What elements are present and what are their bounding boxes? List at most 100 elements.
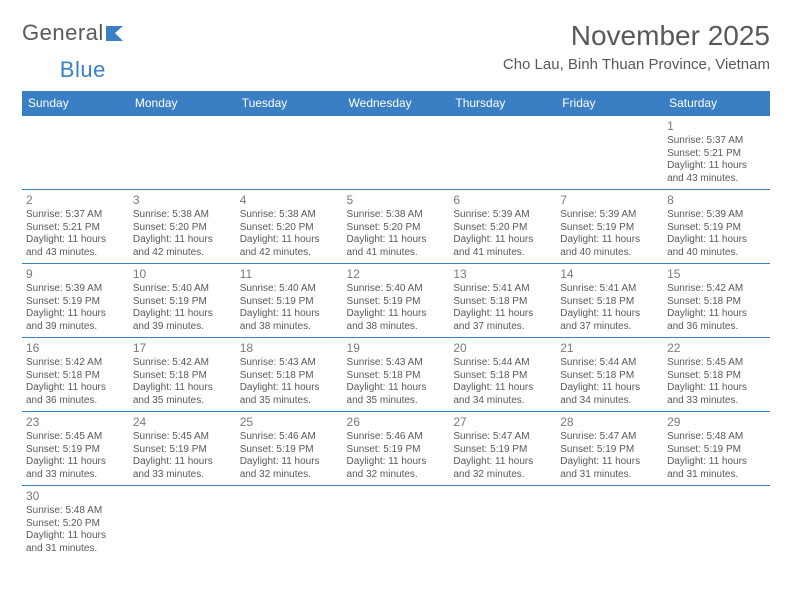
calendar-day-cell: 27Sunrise: 5:47 AMSunset: 5:19 PMDayligh… <box>449 412 556 486</box>
calendar-row: 9Sunrise: 5:39 AMSunset: 5:19 PMDaylight… <box>22 264 770 338</box>
sunset-line: Sunset: 5:18 PM <box>240 370 339 383</box>
calendar-empty-cell <box>129 116 236 190</box>
day-number: 2 <box>26 193 125 208</box>
sunrise-line: Sunrise: 5:46 AM <box>347 431 446 444</box>
daylight-line: Daylight: 11 hours and 40 minutes. <box>667 234 766 259</box>
sunrise-line: Sunrise: 5:44 AM <box>453 357 552 370</box>
sunset-line: Sunset: 5:19 PM <box>240 444 339 457</box>
calendar-empty-cell <box>129 486 236 560</box>
daylight-line: Daylight: 11 hours and 41 minutes. <box>453 234 552 259</box>
calendar-day-cell: 5Sunrise: 5:38 AMSunset: 5:20 PMDaylight… <box>343 190 450 264</box>
daylight-line: Daylight: 11 hours and 40 minutes. <box>560 234 659 259</box>
calendar-body: 1Sunrise: 5:37 AMSunset: 5:21 PMDaylight… <box>22 116 770 560</box>
calendar-empty-cell <box>22 116 129 190</box>
calendar-day-cell: 22Sunrise: 5:45 AMSunset: 5:18 PMDayligh… <box>663 338 770 412</box>
daylight-line: Daylight: 11 hours and 43 minutes. <box>667 160 766 185</box>
day-number: 30 <box>26 489 125 504</box>
day-number: 18 <box>240 341 339 356</box>
sunrise-line: Sunrise: 5:47 AM <box>560 431 659 444</box>
calendar-day-cell: 29Sunrise: 5:48 AMSunset: 5:19 PMDayligh… <box>663 412 770 486</box>
daylight-line: Daylight: 11 hours and 34 minutes. <box>453 382 552 407</box>
calendar-day-cell: 4Sunrise: 5:38 AMSunset: 5:20 PMDaylight… <box>236 190 343 264</box>
daylight-line: Daylight: 11 hours and 35 minutes. <box>133 382 232 407</box>
day-number: 16 <box>26 341 125 356</box>
daylight-line: Daylight: 11 hours and 43 minutes. <box>26 234 125 259</box>
day-number: 5 <box>347 193 446 208</box>
sunset-line: Sunset: 5:19 PM <box>240 296 339 309</box>
sunset-line: Sunset: 5:18 PM <box>667 296 766 309</box>
daylight-line: Daylight: 11 hours and 38 minutes. <box>240 308 339 333</box>
sunrise-line: Sunrise: 5:37 AM <box>26 209 125 222</box>
daylight-line: Daylight: 11 hours and 31 minutes. <box>560 456 659 481</box>
day-number: 8 <box>667 193 766 208</box>
sunrise-line: Sunrise: 5:40 AM <box>133 283 232 296</box>
calendar-table: SundayMondayTuesdayWednesdayThursdayFrid… <box>22 91 770 560</box>
flag-icon <box>105 24 131 42</box>
sunrise-line: Sunrise: 5:39 AM <box>26 283 125 296</box>
calendar-day-cell: 10Sunrise: 5:40 AMSunset: 5:19 PMDayligh… <box>129 264 236 338</box>
calendar-row: 2Sunrise: 5:37 AMSunset: 5:21 PMDaylight… <box>22 190 770 264</box>
calendar-day-cell: 14Sunrise: 5:41 AMSunset: 5:18 PMDayligh… <box>556 264 663 338</box>
sunset-line: Sunset: 5:18 PM <box>453 296 552 309</box>
day-number: 1 <box>667 119 766 134</box>
day-number: 12 <box>347 267 446 282</box>
weekday-header: Friday <box>556 91 663 116</box>
sunset-line: Sunset: 5:18 PM <box>347 370 446 383</box>
daylight-line: Daylight: 11 hours and 31 minutes. <box>667 456 766 481</box>
sunset-line: Sunset: 5:18 PM <box>133 370 232 383</box>
sunset-line: Sunset: 5:20 PM <box>453 222 552 235</box>
sunrise-line: Sunrise: 5:43 AM <box>240 357 339 370</box>
daylight-line: Daylight: 11 hours and 42 minutes. <box>240 234 339 259</box>
sunset-line: Sunset: 5:19 PM <box>133 296 232 309</box>
calendar-day-cell: 25Sunrise: 5:46 AMSunset: 5:19 PMDayligh… <box>236 412 343 486</box>
calendar-empty-cell <box>236 116 343 190</box>
daylight-line: Daylight: 11 hours and 36 minutes. <box>667 308 766 333</box>
sunset-line: Sunset: 5:18 PM <box>667 370 766 383</box>
daylight-line: Daylight: 11 hours and 32 minutes. <box>347 456 446 481</box>
calendar-empty-cell <box>663 486 770 560</box>
daylight-line: Daylight: 11 hours and 33 minutes. <box>133 456 232 481</box>
day-number: 21 <box>560 341 659 356</box>
daylight-line: Daylight: 11 hours and 37 minutes. <box>560 308 659 333</box>
brand-part1: General <box>22 20 104 46</box>
sunrise-line: Sunrise: 5:46 AM <box>240 431 339 444</box>
sunrise-line: Sunrise: 5:45 AM <box>667 357 766 370</box>
calendar-day-cell: 30Sunrise: 5:48 AMSunset: 5:20 PMDayligh… <box>22 486 129 560</box>
daylight-line: Daylight: 11 hours and 31 minutes. <box>26 530 125 555</box>
day-number: 23 <box>26 415 125 430</box>
calendar-day-cell: 13Sunrise: 5:41 AMSunset: 5:18 PMDayligh… <box>449 264 556 338</box>
daylight-line: Daylight: 11 hours and 36 minutes. <box>26 382 125 407</box>
calendar-row: 23Sunrise: 5:45 AMSunset: 5:19 PMDayligh… <box>22 412 770 486</box>
calendar-day-cell: 17Sunrise: 5:42 AMSunset: 5:18 PMDayligh… <box>129 338 236 412</box>
sunrise-line: Sunrise: 5:43 AM <box>347 357 446 370</box>
day-number: 10 <box>133 267 232 282</box>
calendar-empty-cell <box>236 486 343 560</box>
calendar-row: 30Sunrise: 5:48 AMSunset: 5:20 PMDayligh… <box>22 486 770 560</box>
sunrise-line: Sunrise: 5:42 AM <box>26 357 125 370</box>
calendar-day-cell: 2Sunrise: 5:37 AMSunset: 5:21 PMDaylight… <box>22 190 129 264</box>
sunset-line: Sunset: 5:20 PM <box>26 518 125 531</box>
day-number: 4 <box>240 193 339 208</box>
calendar-empty-cell <box>343 116 450 190</box>
page-title: November 2025 <box>503 20 770 52</box>
weekday-header: Sunday <box>22 91 129 116</box>
sunrise-line: Sunrise: 5:48 AM <box>26 505 125 518</box>
calendar-day-cell: 18Sunrise: 5:43 AMSunset: 5:18 PMDayligh… <box>236 338 343 412</box>
calendar-day-cell: 20Sunrise: 5:44 AMSunset: 5:18 PMDayligh… <box>449 338 556 412</box>
calendar-day-cell: 12Sunrise: 5:40 AMSunset: 5:19 PMDayligh… <box>343 264 450 338</box>
daylight-line: Daylight: 11 hours and 32 minutes. <box>240 456 339 481</box>
day-number: 15 <box>667 267 766 282</box>
daylight-line: Daylight: 11 hours and 33 minutes. <box>667 382 766 407</box>
calendar-day-cell: 21Sunrise: 5:44 AMSunset: 5:18 PMDayligh… <box>556 338 663 412</box>
sunrise-line: Sunrise: 5:45 AM <box>133 431 232 444</box>
calendar-row: 1Sunrise: 5:37 AMSunset: 5:21 PMDaylight… <box>22 116 770 190</box>
day-number: 14 <box>560 267 659 282</box>
daylight-line: Daylight: 11 hours and 33 minutes. <box>26 456 125 481</box>
day-number: 9 <box>26 267 125 282</box>
sunrise-line: Sunrise: 5:47 AM <box>453 431 552 444</box>
calendar-day-cell: 19Sunrise: 5:43 AMSunset: 5:18 PMDayligh… <box>343 338 450 412</box>
sunrise-line: Sunrise: 5:39 AM <box>560 209 659 222</box>
calendar-day-cell: 28Sunrise: 5:47 AMSunset: 5:19 PMDayligh… <box>556 412 663 486</box>
sunrise-line: Sunrise: 5:45 AM <box>26 431 125 444</box>
calendar-day-cell: 26Sunrise: 5:46 AMSunset: 5:19 PMDayligh… <box>343 412 450 486</box>
